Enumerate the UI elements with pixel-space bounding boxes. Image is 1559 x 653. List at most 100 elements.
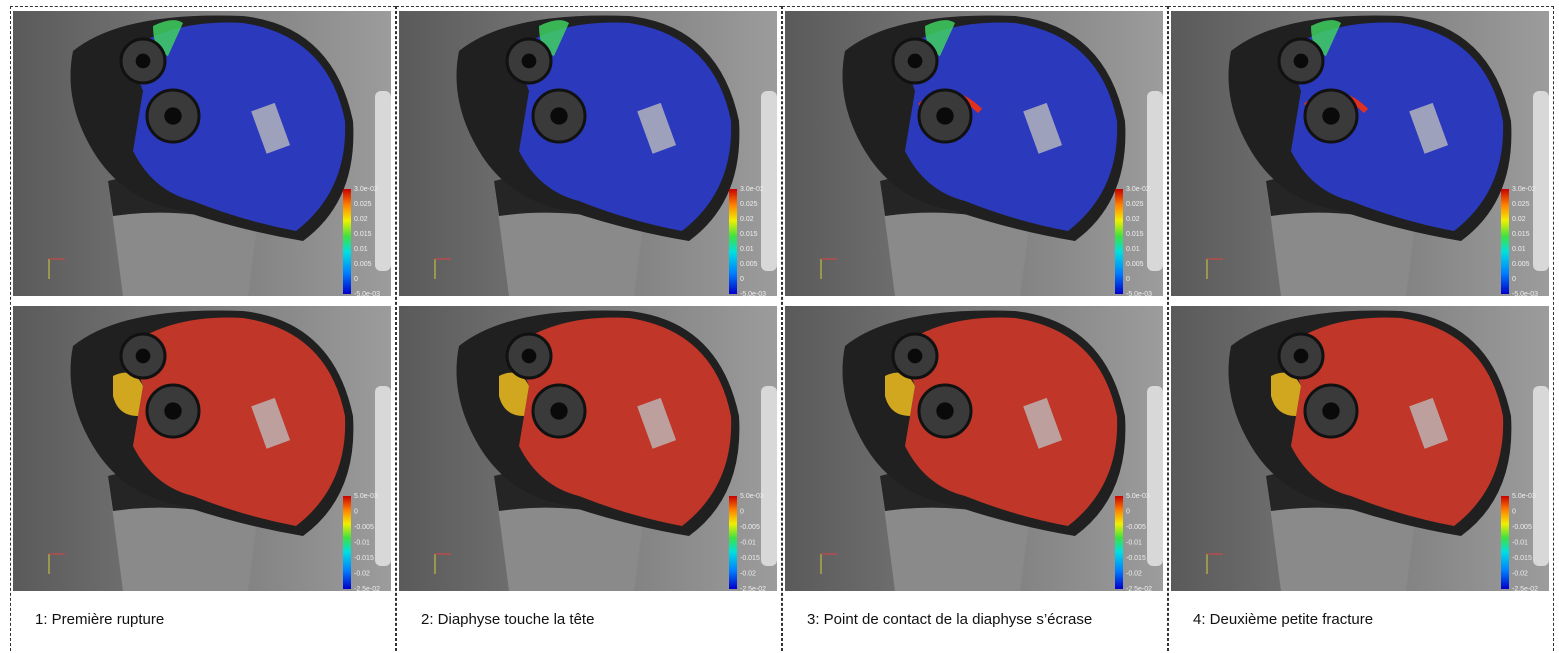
overlay (514, 317, 732, 526)
colorbar-label: 0.025 (740, 201, 758, 208)
colorbar-label: 0.025 (1126, 201, 1144, 208)
screw-hole (135, 53, 151, 69)
colorbar-label: -0.005 (1126, 524, 1146, 531)
colorbar-label: 0 (354, 508, 358, 515)
colorbar-label: 0.015 (1126, 231, 1144, 238)
bright-spot (1023, 102, 1063, 154)
bright-spot (637, 397, 677, 449)
colorbar-label: 0.02 (1512, 216, 1526, 223)
screw-hole (907, 53, 923, 69)
colorbar-label: 0.025 (354, 201, 372, 208)
screw-hole (1293, 348, 1309, 364)
screw-hole (135, 348, 151, 364)
overlay (1286, 317, 1504, 526)
screw-hole (907, 348, 923, 364)
edge-light (1147, 91, 1163, 271)
colorbar-label: -2.5e-02 (1126, 586, 1152, 591)
colorbar-label: 0.015 (740, 231, 758, 238)
colorbar-label: 3.0e-02 (1126, 186, 1150, 193)
colorbar-label: 0 (740, 276, 744, 283)
caption: 1: Première rupture (35, 611, 165, 628)
strain-image: 3.0e-02 0.025 0.02 0.015 0.01 0.005 0 -5.0e-03 (13, 11, 391, 296)
overlay (128, 317, 346, 526)
colorbar-label: 0.025 (1512, 201, 1530, 208)
colorbar-label: -0.015 (354, 555, 374, 562)
colorbar (1115, 496, 1123, 589)
colorbar-label: 0.01 (1126, 246, 1140, 253)
colorbar-label: 0.01 (740, 246, 754, 253)
colorbar-label: -0.02 (354, 570, 370, 577)
caption: 2: Diaphyse touche la tête (421, 611, 595, 628)
hot-zone (499, 372, 529, 416)
screw-hole (1322, 107, 1340, 125)
colorbar-label: 0.015 (354, 231, 372, 238)
colorbar-label: -0.005 (1512, 524, 1532, 531)
colorbar (729, 189, 737, 294)
colorbar-label: 5.0e-03 (740, 493, 764, 500)
strain-image: 5.0e-03 0 -0.005 -0.01 -0.015 -0.02 -2.5e-02 (13, 306, 391, 591)
overlay (1286, 22, 1504, 231)
caption: 4: Deuxième petite fracture (1193, 611, 1374, 628)
colorbar-label: -5.0e-03 (740, 291, 766, 296)
bright-spot (251, 397, 291, 449)
hot-zone (885, 372, 915, 416)
screw-hole (1322, 402, 1340, 420)
colorbar (729, 496, 737, 589)
screw-hole (936, 107, 954, 125)
colorbar (343, 496, 351, 589)
colorbar-label: 5.0e-03 (1512, 493, 1536, 500)
screw-hole (521, 348, 537, 364)
caption: 3: Point de contact de la diaphyse s’écr… (807, 611, 1093, 628)
overlay (900, 317, 1118, 526)
colorbar-label: 5.0e-03 (1126, 493, 1150, 500)
screw-hole (550, 107, 568, 125)
colorbar-label: -0.02 (740, 570, 756, 577)
bright-spot (1023, 397, 1063, 449)
strain-image: 3.0e-02 0.025 0.02 0.015 0.01 0.005 0 -5.0e-03 (1171, 11, 1549, 296)
colorbar-label: -0.015 (1126, 555, 1146, 562)
colorbar-label: -5.0e-03 (1512, 291, 1538, 296)
colorbar-label: 0.02 (740, 216, 754, 223)
hot-zone (1271, 372, 1301, 416)
bright-spot (251, 102, 291, 154)
screw-hole (1293, 53, 1309, 69)
edge-light (375, 386, 391, 566)
colorbar-label: 0.02 (354, 216, 368, 223)
screw-hole (164, 402, 182, 420)
colorbar-label: 5.0e-03 (354, 493, 378, 500)
colorbar-label: 0.005 (1126, 261, 1144, 268)
colorbar-label: -0.02 (1126, 570, 1142, 577)
screw-hole (521, 53, 537, 69)
edge-light (761, 91, 777, 271)
colorbar-label: 0 (1512, 276, 1516, 283)
colorbar-label: 0.01 (1512, 246, 1526, 253)
edge-light (375, 91, 391, 271)
colorbar (1115, 189, 1123, 294)
colorbar-label: -0.01 (354, 539, 370, 546)
colorbar-label: -0.01 (740, 539, 756, 546)
colorbar-label: 0.005 (740, 261, 758, 268)
overlay (128, 22, 346, 231)
edge-light (1533, 91, 1549, 271)
strain-image: 5.0e-03 0 -0.005 -0.01 -0.015 -0.02 -2.5e-02 (1171, 306, 1549, 591)
colorbar-label: 0.015 (1512, 231, 1530, 238)
strain-image: 5.0e-03 0 -0.005 -0.01 -0.015 -0.02 -2.5e-02 (785, 306, 1163, 591)
strain-image: 3.0e-02 0.025 0.02 0.015 0.01 0.005 0 -5.0e-03 (399, 11, 777, 296)
edge-light (1533, 386, 1549, 566)
colorbar-label: 0 (1512, 508, 1516, 515)
colorbar-label: -0.015 (1512, 555, 1532, 562)
colorbar-label: 0.01 (354, 246, 368, 253)
screw-hole (550, 402, 568, 420)
colorbar-label: 3.0e-02 (354, 186, 378, 193)
colorbar-label: -0.005 (740, 524, 760, 531)
colorbar-label: 0.005 (354, 261, 372, 268)
colorbar (1501, 189, 1509, 294)
colorbar-label: -5.0e-03 (354, 291, 380, 296)
strain-image: 5.0e-03 0 -0.005 -0.01 -0.015 -0.02 -2.5e-02 (399, 306, 777, 591)
colorbar-label: 0.02 (1126, 216, 1140, 223)
bright-spot (1409, 397, 1449, 449)
panel-column: 3.0e-02 0.025 0.02 0.015 0.01 0.005 0 -5.0e-03 5… (1168, 6, 1554, 651)
overlay (900, 22, 1118, 231)
colorbar-label: 0.005 (1512, 261, 1530, 268)
